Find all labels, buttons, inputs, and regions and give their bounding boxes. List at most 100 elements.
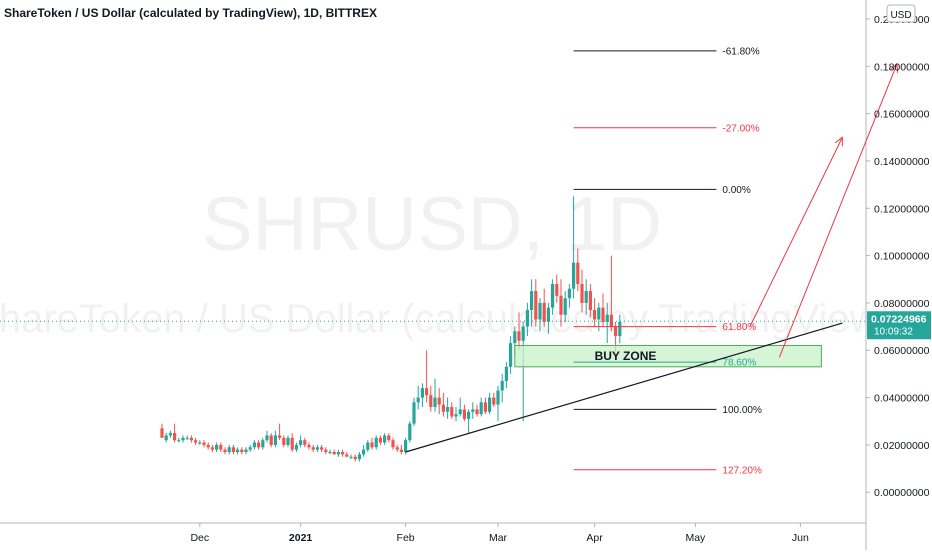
candle-body [286,437,290,445]
candle-body [202,442,206,445]
candle-body [299,440,303,445]
candle-body [420,388,424,398]
candle-body [357,454,361,460]
candle-body [378,437,382,443]
price-tick-label: 0.14000000 [874,156,930,168]
candle-body [210,447,214,450]
candle-body [513,331,517,344]
candle-body [609,314,613,327]
candle-body [454,414,458,417]
candle-body [273,435,277,445]
candle-body [412,402,416,424]
time-tick-label: May [685,532,706,544]
candle-body [521,326,525,341]
candle-body [441,404,445,412]
candle-body [278,435,282,438]
candle-body [336,452,340,455]
price-tag: 0.07224966 10:09:32 [867,311,931,340]
candle-body [215,444,219,450]
candle-body [320,447,324,450]
drawings: -61.80% -27.00% 0.00% 61.80% 78.60% 100.00% 12… [405,46,899,476]
candle-body [370,442,374,448]
time-tick-label: Feb [397,532,415,544]
candle-body [240,449,244,453]
projection-arrow-head [835,136,843,147]
candle-body [551,283,555,308]
price-axis[interactable]: 0.200000000.180000000.160000000.14000000… [866,14,930,499]
candle-body [483,402,487,412]
candle-body [458,409,462,415]
candle-body [223,449,227,453]
candle-body [181,437,185,441]
time-tick-label: Mar [489,532,508,544]
currency-button[interactable]: USD [886,4,916,23]
buy-zone-label: BUY ZONE [595,349,657,363]
candle-body [324,449,328,453]
candle-body [282,437,286,445]
time-tick-label: Dec [190,532,209,544]
candle-body [194,440,198,443]
candle-body [303,440,307,445]
candle-body [353,456,357,460]
price-tick-label: 0.02000000 [874,440,930,452]
fib-level-label: -61.80% [722,46,759,57]
candle-body [408,423,412,441]
time-tick-label: Jun [792,532,809,544]
candle-body [479,402,483,415]
candle-body [399,449,403,453]
time-axis[interactable]: Dec 2021 Feb Mar Apr May Jun [190,523,809,544]
fib-level-label: 61.80% [722,322,756,333]
candle-body [475,409,479,415]
fib-level-label: 78.60% [722,358,756,369]
candle-body [315,447,319,450]
bar-countdown: 10:09:32 [874,326,913,337]
candle-body [429,395,433,408]
candle-body [588,291,592,311]
price-tick-label: 0.16000000 [874,109,930,121]
candle-body [593,310,597,320]
candle-body [446,407,450,412]
candle-body [471,409,475,412]
price-tick-label: 0.08000000 [874,298,930,310]
candle-body [248,447,252,450]
price-tick-label: 0.12000000 [874,203,930,215]
watermark-description: ShareToken / US Dollar (calculated by Tr… [0,297,892,341]
candle-body [580,283,584,303]
candle-body [509,343,513,367]
candle-body [160,428,164,438]
candle-body [492,397,496,405]
time-tick-label: Apr [586,532,603,544]
candle-body [349,456,353,458]
candle-body [433,397,437,408]
candle-body [257,442,261,448]
fib-level-label: 0.00% [722,185,750,196]
candle-body [265,435,269,441]
candle-body [219,444,223,450]
fib-level-label: -27.00% [722,123,759,134]
price-tick-label: 0.10000000 [874,251,930,263]
price-tick-label: 0.06000000 [874,345,930,357]
candle-body [450,407,454,417]
candle-body [597,307,601,320]
candle-body [261,440,265,448]
candle-body [618,321,622,337]
candle-body [185,437,189,439]
candle-body [189,437,193,441]
candle-body [173,433,177,441]
candle-body [366,442,370,450]
candle-body [383,435,387,443]
current-price-label: 0.07224966 [871,313,927,325]
candle-body [584,291,588,303]
fib-level-label: 127.20% [722,465,762,476]
candle-body [496,390,500,405]
candle-body [387,435,391,441]
candle-body [294,444,298,450]
chart-title: ShareToken / US Dollar (calculated by Tr… [4,6,377,20]
candle-body [290,437,294,450]
projection-arrow-head [890,62,899,73]
candle-body [416,397,420,403]
candle-body [395,447,399,450]
candle-body [542,302,546,322]
candle-body [374,437,378,448]
